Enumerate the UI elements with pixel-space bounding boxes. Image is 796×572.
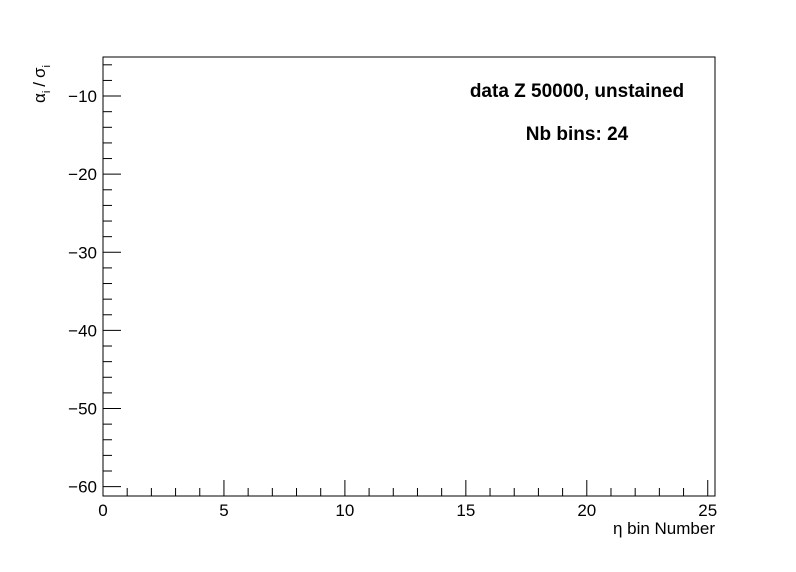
annotation-dataset: data Z 50000, unstained xyxy=(470,81,684,102)
y-tick-label: −30 xyxy=(68,243,97,262)
svg-text:αi/σi: αi/σi xyxy=(30,65,53,103)
y-axis-title-alpha: α xyxy=(30,93,49,103)
x-tick-label: 25 xyxy=(698,501,717,520)
y-tick-label: −60 xyxy=(68,478,97,497)
plot-frame xyxy=(102,56,716,497)
annotation-bin-count: Nb bins: 24 xyxy=(526,124,629,145)
x-tick-label: 20 xyxy=(577,501,596,520)
y-axis-title-sigma: σ xyxy=(30,67,49,78)
y-tick-label: −50 xyxy=(68,400,97,419)
x-tick-label: 15 xyxy=(456,501,475,520)
y-axis-title-sigma-subscript: i xyxy=(41,65,53,67)
x-tick-label: 10 xyxy=(335,501,354,520)
x-axis-title: η bin Number xyxy=(613,519,715,538)
y-axis-ticks xyxy=(103,64,121,488)
y-tick-label: −20 xyxy=(68,165,97,184)
y-axis-title-slash: / xyxy=(30,82,49,87)
y-tick-label: −40 xyxy=(68,321,97,340)
x-axis-ticks xyxy=(102,480,709,496)
x-axis-tick-labels: 0 5 10 15 20 25 xyxy=(98,501,717,520)
y-axis-title-alpha-subscript: i xyxy=(41,91,53,93)
y-axis-title: αi/σi xyxy=(30,65,53,103)
x-tick-label: 0 xyxy=(98,501,107,520)
y-tick-label: −10 xyxy=(68,87,97,106)
x-tick-label: 5 xyxy=(219,501,228,520)
y-axis-tick-labels: −10 −20 −30 −40 −50 −60 xyxy=(68,87,97,497)
